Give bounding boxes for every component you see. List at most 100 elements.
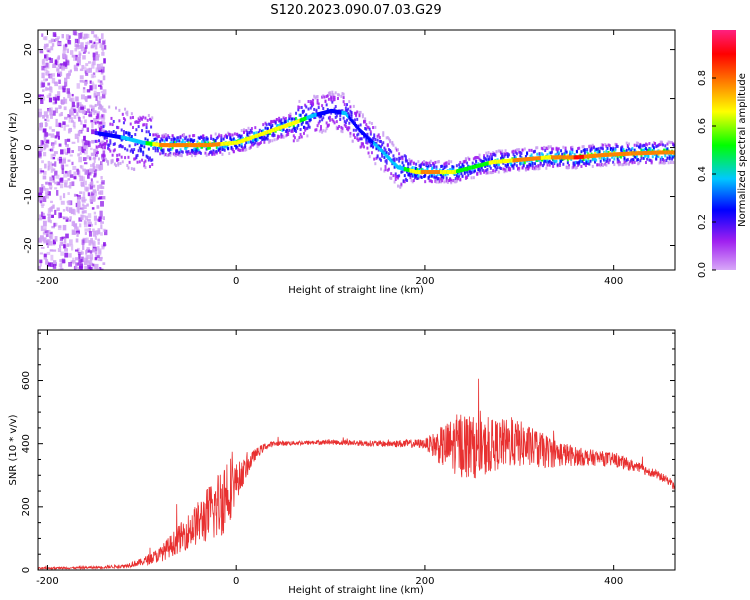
spectrogram-cell [91, 207, 95, 210]
spectrogram-cell [471, 168, 474, 172]
spectrogram-cell [669, 153, 672, 157]
spectrogram-cell [463, 170, 466, 174]
spectrogram-cell [307, 107, 310, 111]
spectrogram-cell [278, 119, 281, 123]
spectrogram-cell [165, 153, 168, 157]
spectrogram-cell [536, 152, 539, 156]
spectrogram-cell [110, 131, 113, 135]
spectrogram-cell [97, 84, 102, 87]
spectrogram-ridge-cell [162, 143, 165, 148]
spectrogram-cell [85, 41, 88, 46]
chart-title: S120.2023.090.07.03.G29 [270, 3, 441, 18]
spectrogram-cell [340, 94, 343, 98]
snr-x-axis: -200 0 200 400 [36, 330, 623, 587]
spectrogram-cell [158, 134, 161, 138]
spectrogram-cell [155, 133, 158, 137]
spectrogram-cell [541, 147, 544, 151]
spectrogram-cell [76, 169, 80, 176]
spectrogram-cell [59, 259, 63, 263]
spectrogram-cell [53, 260, 57, 265]
spectrogram-cell [42, 238, 45, 241]
spectrogram-cell [532, 167, 535, 171]
spectrogram-ridge-cell [577, 155, 580, 160]
spectrogram-cell [363, 119, 366, 123]
spectrogram-cell [100, 121, 103, 125]
x-tick-label: 400 [604, 576, 623, 587]
spectrogram-cell [150, 158, 153, 162]
spectrogram-cell [58, 268, 63, 270]
spectrogram-ridge-cell [146, 141, 149, 146]
spectrogram-cell [145, 130, 148, 134]
spectrogram-cell [188, 141, 191, 145]
spectrogram-cell [407, 161, 410, 165]
spectrogram-cell [577, 161, 580, 165]
spectrogram-cell [401, 161, 404, 165]
spectrogram-cell [56, 190, 59, 196]
spectrogram-ridge-cell [237, 140, 240, 145]
spectrogram-cell [382, 141, 385, 145]
spectrogram-ridge-cell [239, 139, 242, 144]
spectrogram-ridge-cell [110, 133, 113, 138]
spectrogram-ridge-cell [161, 143, 164, 148]
spectrogram-cell [606, 159, 609, 163]
spectrogram-cell [199, 145, 202, 149]
spectrogram-cell [167, 153, 170, 157]
spectrogram-cell [71, 161, 74, 166]
spectrogram-cell [469, 172, 472, 176]
spectrogram-ridge-cell [526, 157, 529, 162]
spectrogram-ridge-cell [276, 126, 279, 131]
spectrogram-cell [247, 140, 250, 144]
spectrogram-ridge-cell [292, 121, 295, 126]
spectrogram-cell [626, 158, 629, 162]
spectrogram-cell [339, 117, 342, 121]
spectrogram-ridge-cell [595, 153, 598, 158]
spectrogram-cell [575, 150, 578, 154]
spectrogram-cell [513, 156, 516, 160]
spectrogram-cell [61, 258, 66, 264]
spectrogram-cell [554, 160, 557, 164]
spectrogram-ridge-cell [404, 167, 407, 172]
spectrogram-cell [648, 148, 651, 152]
spectrogram-ridge-cell [502, 159, 505, 164]
spectrogram-cell [413, 173, 416, 177]
spectrogram-cell [572, 165, 575, 169]
spectrogram-cell [344, 121, 347, 125]
spectrogram-cell [521, 148, 524, 152]
spectrogram-cell [67, 128, 71, 134]
spectrogram-cell [215, 136, 218, 140]
spectrogram-ridge-cell [556, 155, 559, 160]
spectrogram-cell [564, 149, 567, 153]
spectrogram-cell [446, 180, 449, 184]
spectrogram-cell [73, 193, 76, 197]
spectrogram-cell [62, 121, 66, 125]
spectrogram-ridge-cell [622, 151, 625, 156]
spectrogram-ridge-cell [286, 123, 289, 128]
spectrogram-cell [214, 132, 217, 136]
spectrogram-cell [92, 43, 95, 48]
spectrogram-cell [615, 143, 618, 147]
spectrogram-cell [642, 148, 645, 152]
spectrogram-cell [546, 153, 549, 157]
spectrogram-ridge-cell [177, 143, 180, 148]
y-tick-label: 20 [23, 43, 34, 56]
spectrogram-cell [386, 136, 389, 140]
spectrogram-cell [49, 249, 53, 252]
spectrogram-cell [83, 204, 87, 210]
spectrogram-cell [139, 116, 142, 120]
spectrogram-ridge-cell [288, 122, 291, 127]
spectrogram-cell [86, 237, 89, 243]
spectrogram-cell [151, 162, 154, 166]
spectrogram-cell [591, 143, 594, 147]
spectrogram-ridge-cell [548, 155, 551, 160]
spectrogram-cell [51, 147, 54, 152]
spectrogram-cell [59, 178, 62, 183]
spectrogram-ridge-cell [574, 155, 577, 160]
spectrogram-cell [87, 213, 92, 218]
spectrogram-cell [198, 136, 201, 140]
spectrogram-cell [65, 34, 70, 40]
spectrogram-cell [250, 127, 253, 131]
spectrogram-ridge-cell [443, 170, 446, 175]
spectrogram-marks [38, 30, 675, 270]
spectrogram-cell [450, 160, 453, 164]
spectrogram-cell [605, 159, 608, 163]
